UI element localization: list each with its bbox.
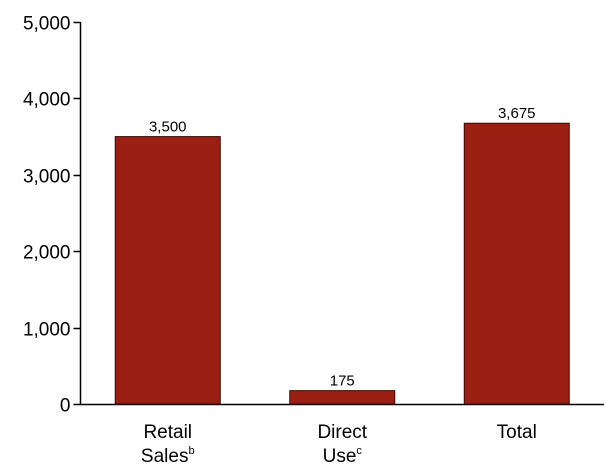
footnote-marker: c — [356, 445, 362, 457]
category-label-text: Retail — [143, 422, 192, 443]
bar — [114, 136, 221, 405]
x-category-label: Usec — [323, 445, 363, 467]
category-label-text: Direct — [317, 422, 367, 443]
category-label-text: Sales — [141, 446, 189, 467]
category-label-text: Total — [497, 422, 537, 443]
x-category-label: Direct — [317, 422, 367, 443]
data-label: 175 — [330, 373, 355, 390]
bar — [289, 390, 396, 405]
y-tick-label: 5,000 — [23, 14, 71, 35]
x-category-label: Retail — [143, 422, 192, 443]
y-tick-label: 2,000 — [23, 243, 71, 264]
y-tick-label: 3,000 — [23, 167, 71, 188]
x-category-label: Total — [497, 422, 537, 443]
data-label: 3,500 — [149, 119, 187, 136]
axes: 0 1,000 2,000 3,000 4,000 5,000 — [23, 14, 604, 417]
y-tick-label: 0 — [60, 396, 71, 417]
x-category-label: Salesb — [141, 445, 195, 467]
bars — [114, 122, 570, 405]
y-tick-label: 4,000 — [23, 90, 71, 111]
bar — [463, 122, 570, 405]
data-label: 3,675 — [498, 105, 536, 122]
footnote-marker: b — [188, 445, 194, 457]
category-label-text: Use — [323, 446, 357, 467]
y-tick-label: 1,000 — [23, 320, 71, 341]
